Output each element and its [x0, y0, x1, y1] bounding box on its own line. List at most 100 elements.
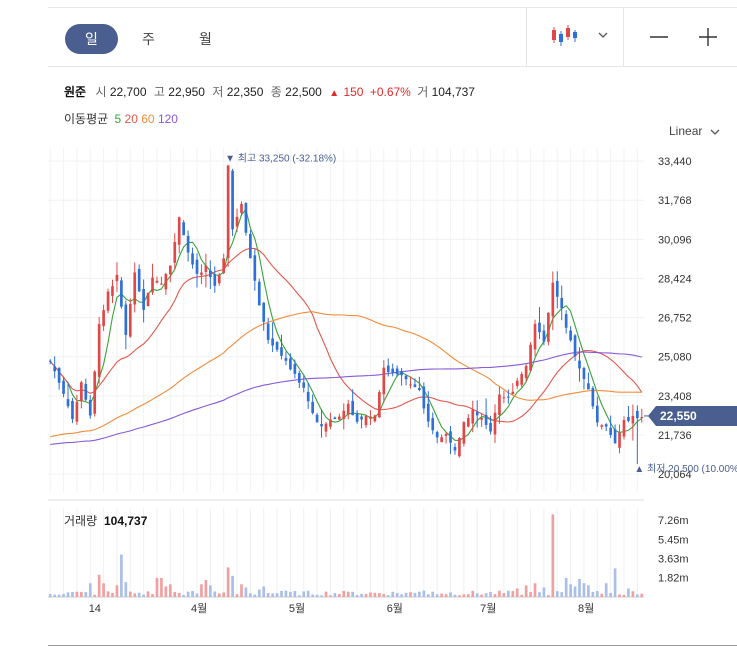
tab-weekly[interactable]: 주 — [142, 31, 155, 47]
ma-120[interactable]: 120 — [157, 112, 178, 126]
close-value: 22,500 — [285, 85, 322, 99]
candle-body — [120, 280, 123, 307]
scale-dropdown[interactable]: Linear — [669, 124, 720, 138]
candle-body — [631, 415, 635, 424]
volume-bar — [315, 594, 319, 597]
volume-bar — [75, 591, 79, 597]
volume-bar — [222, 592, 226, 597]
candle-body — [240, 203, 243, 213]
volume-bar — [293, 590, 297, 597]
volume-bar — [342, 590, 346, 597]
candle-body — [551, 282, 555, 317]
volume-bar — [507, 590, 510, 597]
volume-tick-label: 1.82m — [658, 573, 689, 585]
candle-body — [146, 292, 150, 307]
candle-body — [257, 281, 261, 306]
volume-bar — [498, 590, 501, 597]
volume-bar — [564, 577, 568, 597]
volume-bar — [71, 592, 74, 597]
volume-bar — [266, 593, 270, 597]
zoom-out-button[interactable] — [644, 22, 674, 52]
candle-body — [266, 323, 270, 340]
volume-bar — [444, 594, 448, 597]
candle-body — [511, 391, 515, 395]
candle-body — [124, 304, 128, 335]
y-tick-label: 20,064 — [658, 469, 692, 481]
candle-body — [106, 291, 110, 311]
candle-body — [373, 415, 377, 422]
ma-120-line — [50, 351, 642, 446]
volume-bar — [502, 593, 506, 597]
candle-body — [426, 403, 430, 422]
y-tick-label: 26,752 — [658, 313, 692, 325]
volume-bar — [640, 593, 644, 597]
candle-body — [160, 283, 163, 285]
x-tick-label: 7월 — [480, 602, 496, 615]
candle-body — [182, 222, 185, 236]
candle-body — [386, 365, 390, 372]
candle-body — [88, 400, 92, 416]
candle-body — [275, 342, 279, 350]
scale-label: Linear — [669, 124, 703, 138]
volume-bar — [360, 593, 363, 597]
candle-body — [524, 366, 528, 379]
bottom-border — [48, 645, 737, 646]
volume-bar — [106, 591, 110, 597]
candle-body — [542, 330, 546, 342]
change-percent: +0.67% — [369, 85, 411, 99]
volume-bar — [320, 595, 323, 597]
volume-bar — [538, 592, 541, 597]
candle-body — [142, 289, 145, 310]
ma-60-line — [50, 311, 642, 438]
volume-bar — [137, 592, 141, 597]
ma-60[interactable]: 60 — [141, 112, 155, 126]
candle-body — [293, 363, 297, 374]
candle-body — [547, 312, 550, 342]
top-border — [48, 7, 737, 8]
volume-bar — [595, 591, 599, 597]
candle-body — [587, 383, 590, 390]
volume-bar — [400, 594, 403, 597]
candle-body — [555, 280, 559, 297]
open-label: 시 — [95, 85, 107, 99]
y-tick-label: 30,096 — [658, 234, 692, 246]
candle-body — [337, 416, 341, 420]
candle-body — [369, 416, 372, 419]
moving-average-legend: 이동평균 5 20 60 120 — [64, 110, 178, 127]
candle-body — [533, 323, 537, 350]
ma-label: 이동평균 — [64, 112, 109, 126]
ma-5[interactable]: 5 — [114, 112, 122, 126]
volume-bar — [271, 593, 274, 597]
volume-bar — [422, 590, 426, 597]
candle-body — [137, 268, 141, 292]
tab-daily[interactable]: 일 — [65, 24, 118, 54]
volume-bar — [604, 583, 608, 597]
current-price-badge — [648, 405, 737, 426]
volume-bar — [80, 591, 83, 597]
current-price-label: 22,550 — [660, 409, 697, 423]
volume-bar — [168, 584, 172, 597]
ma-20[interactable]: 20 — [124, 112, 138, 126]
candle-body — [102, 310, 105, 327]
candle-body — [569, 330, 572, 341]
volume-bar — [191, 591, 194, 597]
volume-bar — [409, 592, 412, 597]
candle-body — [249, 233, 252, 259]
min-price-marker: ▲ 최저 20,500 (10.00%) — [634, 463, 737, 475]
candle-body — [191, 253, 194, 265]
tab-monthly[interactable]: 월 — [199, 31, 212, 47]
volume-bar — [462, 594, 466, 597]
candle-body — [471, 409, 475, 424]
chart-type-dropdown[interactable] — [550, 24, 610, 50]
candle-body — [560, 297, 564, 309]
candle-body — [582, 368, 586, 379]
volume-bar — [529, 592, 532, 597]
chart-toolbar: 일 주 월 — [48, 8, 737, 67]
low-label: 저 — [212, 85, 224, 99]
stock-name: 원준 — [64, 85, 87, 99]
zoom-in-button[interactable] — [693, 22, 723, 52]
candle-body — [62, 380, 65, 394]
volume-bar — [204, 580, 208, 597]
candle-body — [449, 431, 452, 443]
